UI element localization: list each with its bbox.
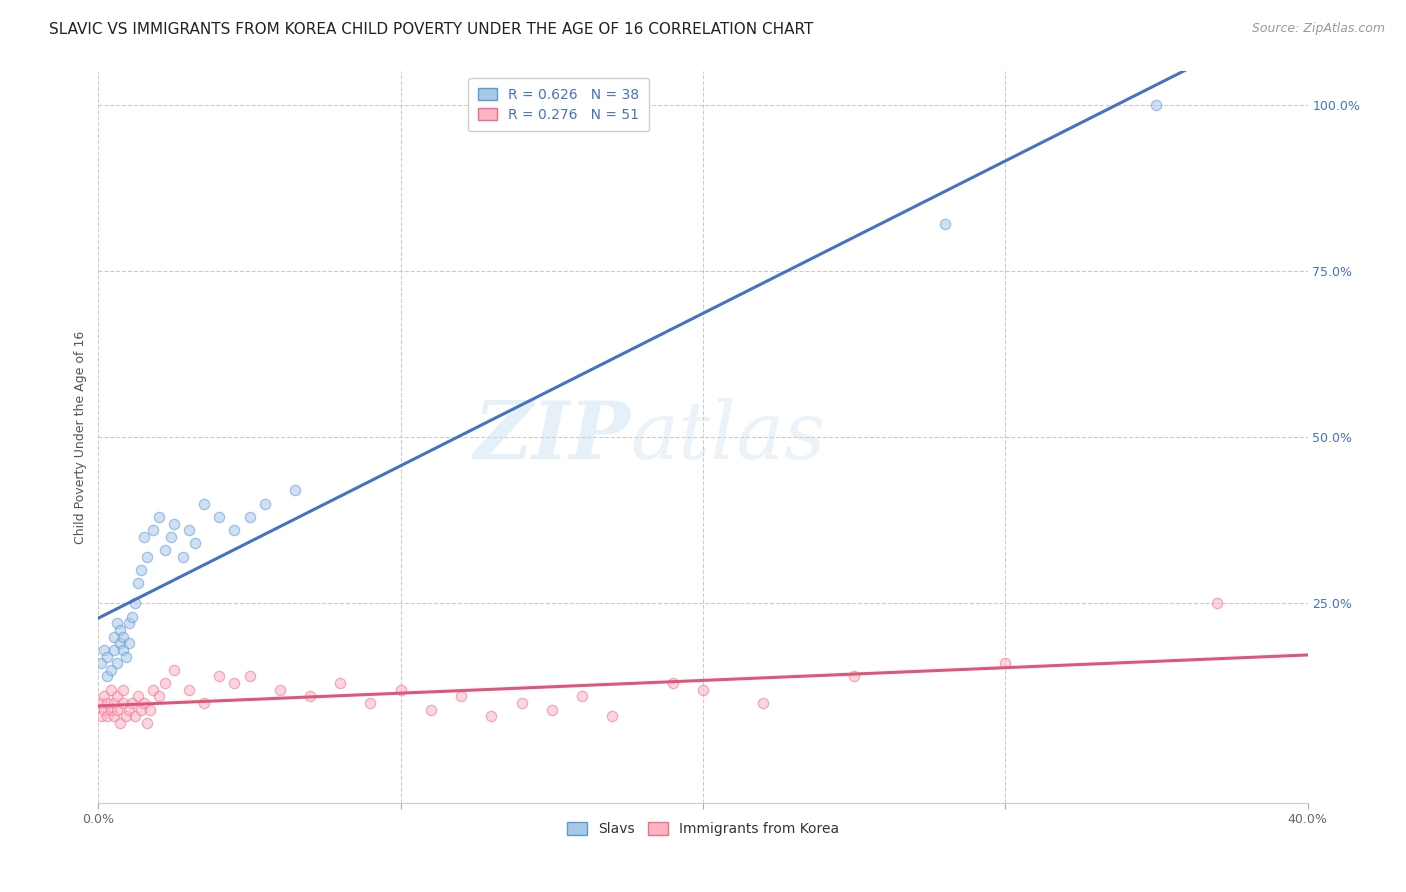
Point	[481, 709, 503, 723]
Point	[111, 682, 134, 697]
Point	[105, 690, 128, 704]
Point	[160, 530, 183, 544]
Point	[135, 549, 157, 564]
Point	[100, 663, 122, 677]
Point	[105, 703, 128, 717]
Point	[994, 656, 1017, 670]
Point	[208, 509, 231, 524]
Point	[103, 709, 125, 723]
Point	[100, 703, 122, 717]
Point	[124, 709, 146, 723]
Legend: Slavs, Immigrants from Korea: Slavs, Immigrants from Korea	[560, 815, 846, 844]
Point	[269, 682, 291, 697]
Point	[142, 682, 165, 697]
Point	[184, 536, 207, 550]
Point	[103, 630, 125, 644]
Point	[127, 576, 149, 591]
Point	[540, 703, 562, 717]
Point	[121, 696, 143, 710]
Y-axis label: Child Poverty Under the Age of 16: Child Poverty Under the Age of 16	[75, 330, 87, 544]
Text: Source: ZipAtlas.com: Source: ZipAtlas.com	[1251, 22, 1385, 36]
Point	[100, 682, 122, 697]
Point	[163, 516, 186, 531]
Point	[153, 676, 176, 690]
Point	[692, 682, 714, 697]
Point	[96, 709, 118, 723]
Point	[129, 563, 152, 577]
Point	[111, 630, 134, 644]
Point	[96, 649, 118, 664]
Point	[1144, 97, 1167, 112]
Point	[132, 696, 155, 710]
Point	[224, 676, 246, 690]
Point	[602, 709, 624, 723]
Point	[239, 509, 262, 524]
Point	[127, 690, 149, 704]
Point	[103, 696, 125, 710]
Point	[148, 509, 170, 524]
Point	[193, 497, 215, 511]
Point	[135, 716, 157, 731]
Point	[253, 497, 276, 511]
Point	[96, 696, 118, 710]
Point	[105, 656, 128, 670]
Point	[299, 690, 322, 704]
Point	[124, 596, 146, 610]
Point	[121, 609, 143, 624]
Point	[844, 669, 866, 683]
Point	[163, 663, 186, 677]
Point	[93, 643, 115, 657]
Point	[172, 549, 194, 564]
Point	[752, 696, 775, 710]
Point	[111, 643, 134, 657]
Point	[360, 696, 382, 710]
Point	[224, 523, 246, 537]
Point	[96, 669, 118, 683]
Point	[934, 217, 956, 231]
Point	[108, 636, 131, 650]
Text: ZIP: ZIP	[474, 399, 630, 475]
Point	[111, 696, 134, 710]
Point	[114, 709, 136, 723]
Point	[132, 530, 155, 544]
Point	[193, 696, 215, 710]
Point	[208, 669, 231, 683]
Point	[1206, 596, 1229, 610]
Point	[284, 483, 307, 498]
Point	[90, 709, 112, 723]
Point	[148, 690, 170, 704]
Point	[179, 523, 201, 537]
Point	[93, 703, 115, 717]
Point	[90, 696, 112, 710]
Point	[153, 543, 176, 558]
Point	[139, 703, 162, 717]
Point	[108, 623, 131, 637]
Point	[661, 676, 683, 690]
Point	[93, 690, 115, 704]
Text: atlas: atlas	[630, 399, 825, 475]
Point	[142, 523, 165, 537]
Text: SLAVIC VS IMMIGRANTS FROM KOREA CHILD POVERTY UNDER THE AGE OF 16 CORRELATION CH: SLAVIC VS IMMIGRANTS FROM KOREA CHILD PO…	[49, 22, 814, 37]
Point	[420, 703, 443, 717]
Point	[329, 676, 352, 690]
Point	[114, 649, 136, 664]
Point	[389, 682, 412, 697]
Point	[129, 703, 152, 717]
Point	[108, 716, 131, 731]
Point	[118, 703, 141, 717]
Point	[103, 643, 125, 657]
Point	[450, 690, 472, 704]
Point	[118, 616, 141, 631]
Point	[510, 696, 533, 710]
Point	[105, 616, 128, 631]
Point	[90, 656, 112, 670]
Point	[118, 636, 141, 650]
Point	[179, 682, 201, 697]
Point	[571, 690, 593, 704]
Point	[239, 669, 262, 683]
